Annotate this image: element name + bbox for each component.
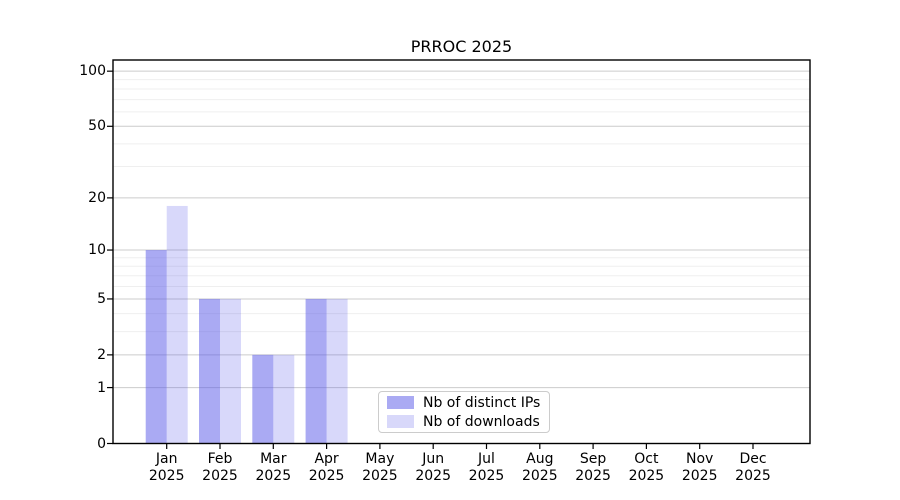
legend-swatch-distinct-ips [387,396,414,409]
y-tick-label: 1 [97,379,106,396]
bar-apr-s0 [305,298,327,444]
bar-jan-s0 [145,250,167,444]
y-tick-label: 0 [97,435,106,452]
y-tick-label: 2 [97,346,106,363]
x-tick-label-nov: Nov 2025 [681,450,718,484]
x-tick-label-sep: Sep 2025 [575,450,611,484]
x-tick-label-oct: Oct 2025 [628,450,665,484]
legend-item-downloads: Nb of downloads [387,414,541,430]
x-tick-label-jul: Jul 2025 [468,450,505,484]
bar-jan-s1 [166,205,188,444]
y-tick-label: 50 [88,118,106,135]
legend-label-distinct-ips: Nb of distinct IPs [423,394,541,411]
x-tick-label-feb: Feb 2025 [202,450,238,484]
x-tick-label-apr: Apr 2025 [308,450,345,484]
legend-label-downloads: Nb of downloads [423,413,540,430]
bar-mar-s0 [252,354,274,444]
x-tick-label-jan: Jan 2025 [148,450,185,484]
bar-apr-s1 [326,298,348,444]
y-tick-label: 5 [97,290,106,307]
y-tick-label: 10 [88,242,106,259]
x-tick-label-mar: Mar 2025 [255,450,292,484]
legend-swatch-downloads [387,415,414,428]
x-tick-label-dec: Dec 2025 [735,450,771,484]
y-tick-label: 100 [79,63,106,80]
bar-mar-s1 [273,354,295,444]
bar-feb-s1 [220,298,241,444]
y-tick-label: 20 [88,189,106,206]
legend: Nb of distinct IPs Nb of downloads [378,391,550,433]
x-tick-label-may: May 2025 [362,450,398,484]
x-tick-label-jun: Jun 2025 [415,450,451,484]
bar-feb-s0 [199,298,220,444]
x-tick-label-aug: Aug 2025 [521,450,558,484]
plot-border [112,59,811,445]
legend-item-distinct-ips: Nb of distinct IPs [387,395,541,411]
chart-title: PRROC 2025 [410,37,513,56]
